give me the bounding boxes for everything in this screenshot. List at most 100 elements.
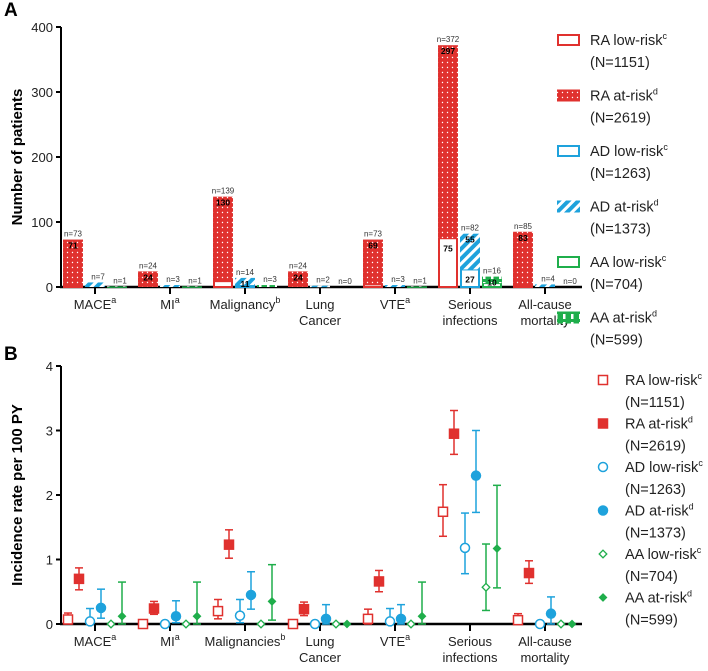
bar-at-risk-label: 11 (241, 279, 250, 289)
bar-at-risk (535, 284, 555, 287)
data-point (545, 608, 557, 619)
bar-total-label: n=1 (188, 276, 202, 285)
data-point (512, 614, 524, 626)
legend-label: RA low-riskc (625, 371, 703, 389)
bar-at-risk (310, 285, 330, 288)
x-tick-label: MACEa (74, 632, 117, 649)
bar-at-risk (257, 285, 277, 287)
panel-a: A 0 100 200 300 400 Number of patients MACEa MIa… (4, 0, 668, 349)
legend-marker (597, 461, 609, 473)
x-tick-label: Lung (306, 634, 335, 649)
y-tick-label: 400 (31, 20, 53, 35)
data-point (437, 506, 449, 518)
data-point (342, 619, 352, 629)
legend-n: (N=1151) (625, 395, 685, 411)
bar-low-risk (513, 284, 533, 289)
bar-total-label: n=73 (364, 230, 383, 239)
bar-total-label: n=73 (64, 230, 83, 239)
legend-swatch-ad-at (557, 200, 580, 213)
bar-total-label: n=82 (461, 224, 480, 233)
data-point (256, 619, 266, 629)
bar-at-risk (235, 277, 255, 286)
bar-at-risk-label: 24 (143, 272, 153, 282)
bar-total-label: n=372 (437, 35, 460, 44)
x-tick-label: infections (443, 650, 498, 665)
bar-total-label: n=24 (289, 261, 308, 270)
bar-at-risk (407, 286, 427, 288)
bar-total-label: n=139 (212, 187, 235, 196)
legend-marker (597, 505, 609, 516)
legend-n: (N=704) (590, 277, 643, 293)
legend-swatch-ra-at (557, 89, 580, 102)
bar-total-label: n=3 (263, 275, 277, 284)
bar-total-label: n=0 (338, 277, 352, 286)
legend-swatch-ad-low (557, 145, 580, 157)
legend-n: (N=2619) (590, 111, 651, 127)
y-tick-label: 0 (46, 617, 53, 632)
legend-marker (598, 593, 608, 602)
bar-low-risk-label: 27 (465, 274, 475, 284)
bar-at-risk-label: 71 (68, 241, 78, 251)
bar-total-label: n=85 (514, 222, 533, 231)
legend-swatch-aa-at (557, 311, 580, 324)
bar-at-risk (182, 286, 202, 288)
data-point (192, 611, 202, 621)
legend-n: (N=1373) (590, 222, 651, 238)
bar-low-risk-label: 75 (443, 243, 453, 253)
x-tick-label: All-cause (518, 297, 571, 312)
legend-label: RA at-riskd (625, 415, 693, 433)
y-axis-label: Number of patients (9, 89, 26, 226)
x-tick-label: Malignancyb (210, 295, 281, 312)
x-tick-label: Cancer (299, 313, 342, 328)
y-tick-label: 200 (31, 150, 53, 165)
y-tick-label: 300 (31, 85, 53, 100)
bar-total-label: n=24 (139, 261, 158, 270)
legend-label: RA at-riskd (590, 87, 658, 105)
bar-at-risk (363, 239, 383, 285)
legend-n: (N=2619) (625, 439, 686, 455)
data-point (395, 613, 407, 625)
legend-n: (N=599) (625, 613, 678, 629)
legend-label: AD at-riskd (590, 198, 659, 216)
x-tick-label: Serious (448, 634, 493, 649)
bar-total-label: n=3 (391, 275, 405, 284)
bar-at-risk (288, 271, 308, 287)
bar-at-risk (385, 285, 405, 287)
data-point (95, 602, 107, 614)
panel-b: B 0 1 2 3 4 Incidence rate per 100 PY MACEa MIa M… (4, 344, 703, 665)
legend-label: AA low-riskc (625, 545, 702, 563)
data-point (181, 619, 191, 629)
x-tick-label: MIa (160, 632, 179, 649)
bar-at-risk (213, 196, 233, 282)
data-point (406, 619, 416, 629)
data-point (320, 613, 332, 625)
legend-label: AA low-riskc (590, 253, 667, 271)
bar-at-risk-label: 297 (441, 46, 455, 56)
data-point (159, 618, 171, 630)
bar-at-risk (85, 282, 105, 287)
bar-at-risk (63, 239, 83, 286)
data-point (523, 567, 535, 579)
x-tick-label: All-cause (518, 634, 571, 649)
data-point (459, 542, 471, 554)
x-tick-label: MACEa (74, 295, 117, 312)
x-tick-label: Malignanciesb (205, 632, 286, 649)
data-point (170, 611, 182, 622)
data-point (362, 613, 374, 625)
bar-at-risk (138, 271, 158, 287)
data-point (212, 605, 224, 617)
bar-total-label: n=14 (236, 268, 255, 277)
data-point (62, 614, 74, 625)
data-point (298, 603, 310, 615)
data-point (234, 610, 246, 621)
data-point (481, 582, 491, 592)
data-point (245, 589, 257, 601)
legend-n: (N=1373) (625, 526, 686, 542)
bar-at-risk (482, 276, 502, 284)
bar-total-label: n=7 (91, 272, 105, 281)
data-point (556, 619, 566, 629)
data-point (567, 619, 577, 629)
legend-label: AD at-riskd (625, 502, 694, 520)
legend-n: (N=1263) (625, 482, 686, 498)
bar-at-risk (160, 285, 180, 287)
